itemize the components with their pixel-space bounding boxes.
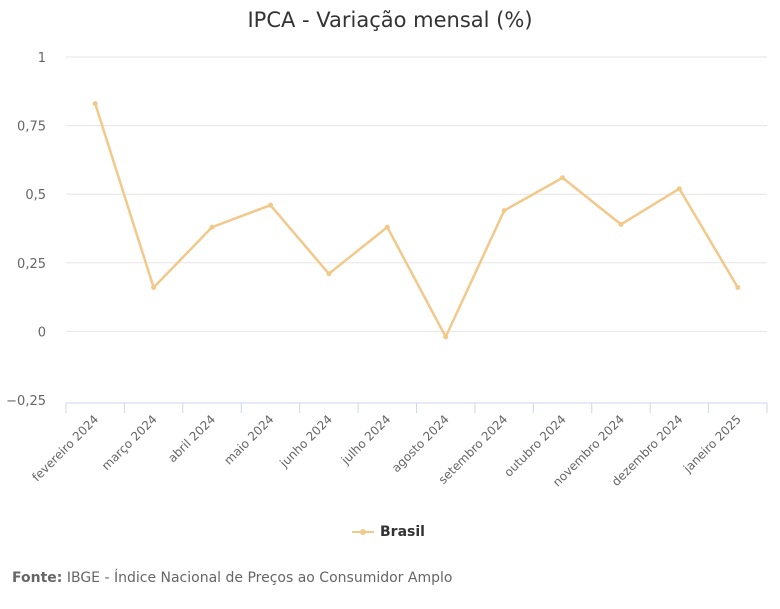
- x-tick-label: março 2024: [99, 412, 160, 473]
- x-tick-label: janeiro 2025: [680, 412, 744, 476]
- series-line-brasil: [94, 103, 739, 339]
- data-point: [560, 175, 566, 181]
- legend-label: Brasil: [380, 524, 425, 540]
- source-note: Fonte: IBGE - Índice Nacional de Preços …: [12, 570, 452, 586]
- data-point: [676, 186, 682, 192]
- y-tick-label: 0,5: [25, 188, 46, 203]
- x-tick-label: julho 2024: [338, 412, 394, 468]
- legend-item-brasil[interactable]: Brasil: [352, 524, 425, 540]
- data-point: [267, 202, 273, 208]
- x-tick-label: maio 2024: [221, 412, 276, 467]
- legend-swatch: [352, 529, 374, 535]
- y-tick-label: 0: [38, 325, 46, 340]
- data-point: [151, 284, 157, 290]
- y-tick-label: 0,75: [17, 120, 46, 135]
- data-point: [209, 224, 215, 230]
- y-tick-label: 0,25: [17, 257, 46, 272]
- source-text: IBGE - Índice Nacional de Preços ao Cons…: [66, 570, 453, 586]
- x-tick-label: abril 2024: [165, 412, 218, 465]
- source-label: Fonte:: [12, 570, 63, 586]
- data-point: [501, 208, 507, 214]
- x-tick-label: fevereiro 2024: [29, 412, 101, 484]
- data-point: [92, 101, 98, 107]
- x-tick-label: agosto 2024: [389, 412, 452, 475]
- data-point: [735, 284, 741, 290]
- chart-title: IPCA - Variação mensal (%): [247, 8, 533, 32]
- data-point: [326, 271, 332, 277]
- y-tick-label: 1: [38, 51, 46, 66]
- y-tick-label: −0,25: [6, 394, 46, 409]
- x-tick-label: junho 2024: [276, 412, 335, 471]
- data-point: [443, 334, 449, 340]
- data-point: [618, 221, 624, 227]
- data-point: [384, 224, 390, 230]
